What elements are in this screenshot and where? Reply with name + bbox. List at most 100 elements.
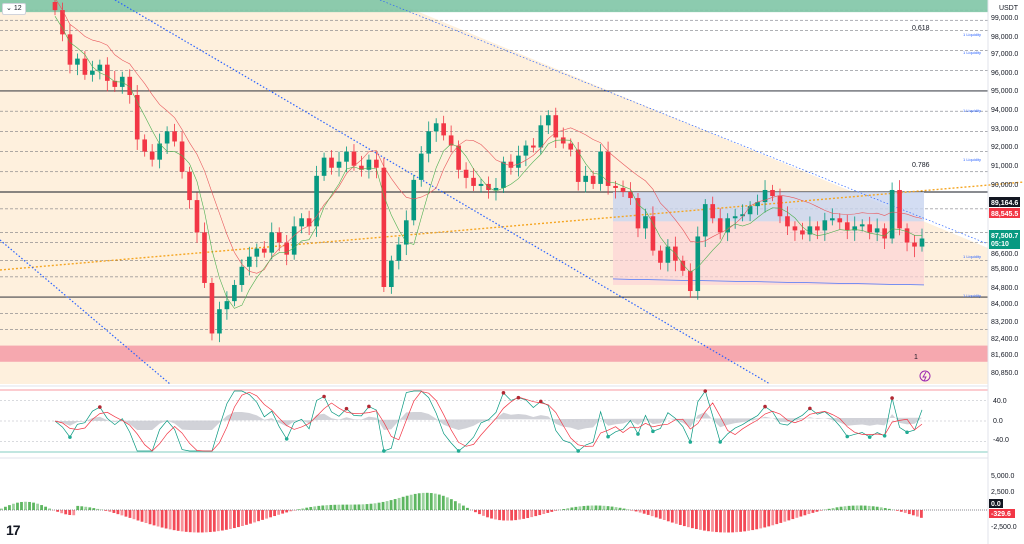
macd-bar <box>148 510 152 525</box>
osc-signal-dot <box>576 449 580 453</box>
osc-signal-dot <box>382 449 386 453</box>
macd-bar <box>791 510 795 520</box>
macd-bar <box>807 510 811 515</box>
macd-bar <box>626 509 630 510</box>
osc-signal-dot <box>905 430 909 435</box>
candle-body <box>807 226 813 235</box>
macd-bar <box>453 501 457 510</box>
macd-bar <box>755 510 759 530</box>
price-tick: 95,000.0 <box>991 88 1018 95</box>
candle-body <box>314 175 319 227</box>
macd-bar <box>771 510 775 526</box>
macd-bar <box>727 510 730 533</box>
osc-slow-line <box>54 391 923 452</box>
candle-body <box>575 149 581 182</box>
macd-bar <box>333 504 337 510</box>
macd-bar <box>911 510 915 516</box>
candle-body <box>822 220 828 231</box>
macd-bar <box>466 507 469 510</box>
macd-bar <box>60 510 64 514</box>
macd-bar <box>879 507 883 510</box>
macd-bar <box>670 510 674 523</box>
macd-bar <box>851 505 855 510</box>
macd-bar <box>365 504 369 510</box>
macd-bar <box>883 508 887 510</box>
macd-bar <box>349 504 353 510</box>
osc-signal-dot <box>344 406 349 411</box>
macd-bar <box>831 508 835 510</box>
candle-body <box>516 155 521 168</box>
macd-bar <box>413 493 417 510</box>
macd-bar <box>337 504 341 510</box>
macd-bar <box>0 508 3 510</box>
macd-bar <box>429 493 433 510</box>
lightning-icon[interactable] <box>919 370 931 382</box>
macd-bar <box>172 510 176 531</box>
interval-selector[interactable]: ⌄ 12 <box>2 3 26 15</box>
candle-body <box>560 137 566 144</box>
candle-body <box>127 76 133 95</box>
candle-body <box>134 94 140 140</box>
candle-body <box>60 10 65 35</box>
macd-bar <box>602 505 606 510</box>
liquidity-label: 1 Liquidity <box>963 157 981 162</box>
candle-body <box>291 226 297 255</box>
candle-body <box>598 151 603 184</box>
osc-tick: 0.0 <box>993 418 1003 425</box>
liquidity-label: 1 Liquidity <box>963 293 981 298</box>
candle-body <box>217 309 222 334</box>
marker-label: 1 <box>914 354 918 361</box>
tradingview-logo: 17 <box>6 522 21 538</box>
osc-signal-dot <box>68 435 72 439</box>
candle-body <box>396 244 402 261</box>
macd-bar <box>385 501 389 510</box>
macd-bar <box>703 510 706 531</box>
macd-bar <box>638 510 642 513</box>
candle-body <box>650 216 656 251</box>
macd-bar <box>389 500 393 510</box>
price-tick: 83,200.0 <box>991 319 1018 326</box>
macd-bar <box>542 510 546 514</box>
osc-signal-dot <box>845 434 850 439</box>
macd-bar <box>305 507 309 510</box>
macd-bar <box>546 510 550 513</box>
macd-bar <box>562 509 566 510</box>
price-tick: 94,000.0 <box>991 107 1018 114</box>
macd-bar <box>237 510 240 528</box>
osc-signal-dot <box>516 395 521 400</box>
macd-bar <box>120 510 124 516</box>
macd-bar <box>132 510 136 520</box>
candle-body <box>67 34 73 65</box>
candle-body <box>717 218 723 233</box>
price-tick: 90,000.0 <box>991 182 1018 189</box>
candle-body <box>501 161 506 188</box>
macd-bar <box>819 510 823 511</box>
macd-bar <box>763 510 767 528</box>
macd-bar <box>751 510 755 531</box>
range-box-bottom <box>612 278 925 286</box>
macd-bar <box>707 510 710 532</box>
macd-bar <box>441 495 445 510</box>
macd-bar <box>767 510 771 527</box>
candle-body <box>889 189 895 239</box>
candle-body <box>202 232 207 283</box>
price-tick: 98,000.0 <box>991 34 1018 41</box>
macd-bar <box>257 510 260 522</box>
macd-bar <box>827 508 831 510</box>
macd-bar <box>112 510 116 513</box>
candle-body <box>157 143 162 160</box>
macd-bar <box>64 510 68 515</box>
candle-body <box>52 2 58 11</box>
candle-body <box>194 200 200 233</box>
macd-bar <box>341 504 345 510</box>
macd-bar <box>867 505 871 510</box>
macd-bar <box>719 510 722 533</box>
candle-body <box>897 189 902 229</box>
macd-bar <box>682 510 686 527</box>
osc-signal-dot <box>763 404 767 409</box>
macd-tag-label: 0.0 <box>991 501 1001 508</box>
macd-bar <box>490 510 493 519</box>
macd-bar <box>915 510 919 517</box>
macd-bar <box>919 510 923 518</box>
